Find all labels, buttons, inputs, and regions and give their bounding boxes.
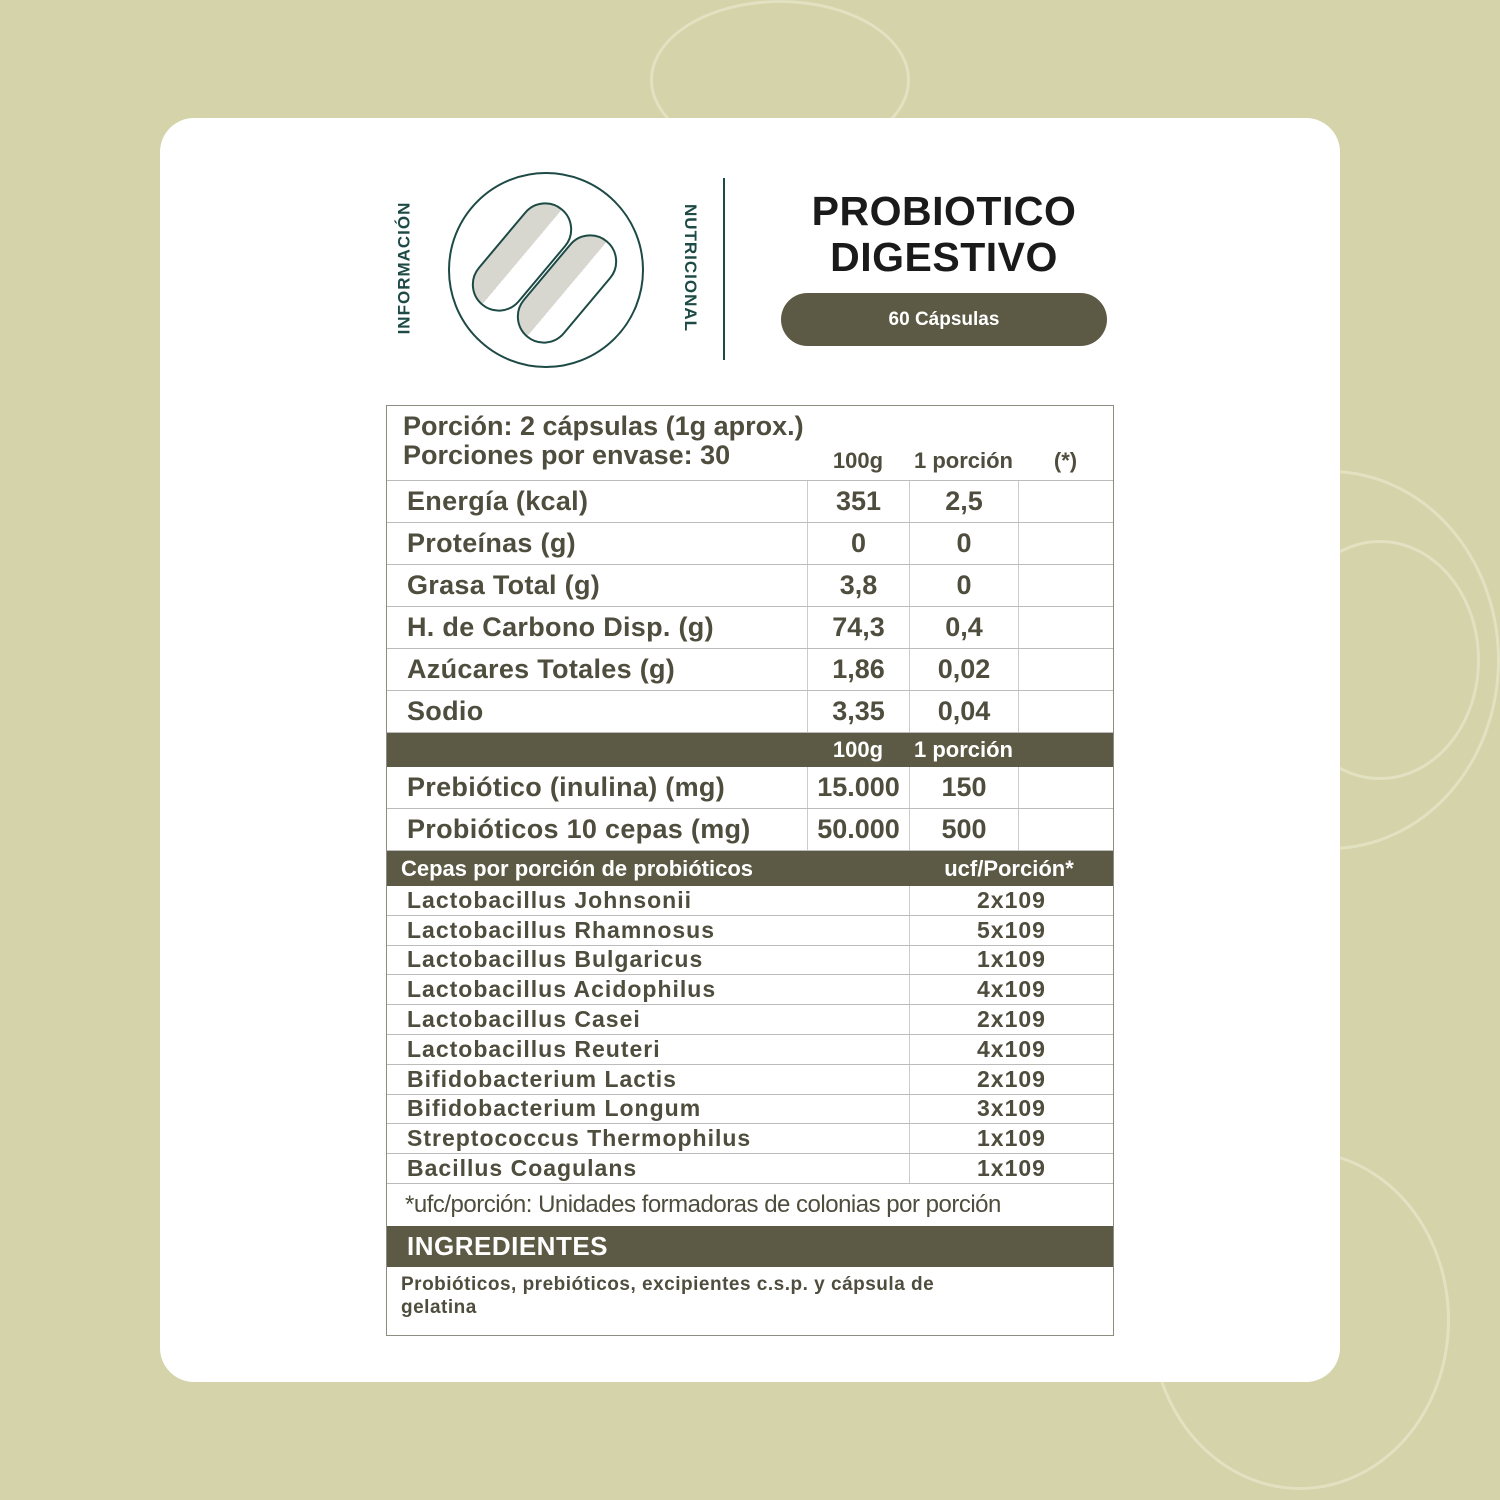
strain-name: Lactobacillus Reuteri (407, 1035, 661, 1062)
value-portion: 150 (909, 767, 1018, 808)
capsule-count-badge: 60 Cápsulas (781, 293, 1107, 346)
nutrient-row: Energía (kcal) 351 2,5 (387, 481, 1113, 523)
strain-ufc: 4x109 (909, 975, 1113, 1005)
strain-name: Lactobacillus Johnsonii (407, 886, 692, 913)
strain-row: Streptococcus Thermophilus 1x109 (387, 1124, 1113, 1155)
title-line-1: PROBIOTICO (811, 188, 1077, 234)
strain-ufc: 5x109 (909, 915, 1113, 945)
value-100g: 351 (807, 481, 909, 522)
strain-row: Lactobacillus Acidophilus 4x109 (387, 975, 1113, 1006)
strain-name: Lactobacillus Casei (407, 1006, 641, 1033)
strain-ufc: 2x109 (909, 1064, 1113, 1094)
divider (723, 178, 725, 360)
strain-row: Lactobacillus Casei 2x109 (387, 1005, 1113, 1035)
nutrient-row: H. de Carbono Disp. (g) 74,3 0,4 (387, 607, 1113, 649)
value-daily (1018, 523, 1113, 564)
strain-ufc: 2x109 (909, 886, 1113, 915)
value-daily (1018, 809, 1113, 850)
informacion-label: INFORMACIÓN (394, 201, 414, 335)
strain-name: Bifidobacterium Longum (407, 1095, 702, 1122)
value-portion: 0 (909, 523, 1018, 564)
value-portion: 2,5 (909, 481, 1018, 522)
value-portion: 0 (909, 565, 1018, 606)
nutricional-label: NUTRICIONAL (681, 203, 701, 333)
value-daily (1018, 649, 1113, 690)
value-portion: 0,4 (909, 607, 1018, 648)
supplement-label: Probióticos 10 cepas (mg) (407, 814, 751, 844)
strain-name: Lactobacillus Bulgaricus (407, 946, 704, 973)
strain-row: Lactobacillus Bulgaricus 1x109 (387, 945, 1113, 976)
strain-row: Bacillus Coagulans 1x109 (387, 1154, 1113, 1184)
nutrient-row: Azúcares Totales (g) 1,86 0,02 (387, 649, 1113, 691)
supplement-row: Probióticos 10 cepas (mg) 50.000 500 (387, 809, 1113, 851)
strain-row: Lactobacillus Rhamnosus 5x109 (387, 915, 1113, 946)
value-100g: 0 (807, 523, 909, 564)
col-daily-value: (*) (1053, 448, 1078, 473)
value-portion: 0,02 (909, 649, 1018, 690)
capsules-icon (448, 172, 644, 368)
value-daily (1018, 481, 1113, 522)
col-portion: 1 porción (913, 737, 1013, 762)
supplement-label: Prebiótico (inulina) (mg) (407, 772, 725, 802)
value-daily (1018, 607, 1113, 648)
strain-row: Bifidobacterium Lactis 2x109 (387, 1064, 1113, 1095)
value-100g: 3,8 (807, 565, 909, 606)
strain-ufc: 1x109 (909, 1124, 1113, 1154)
nutrient-label: Grasa Total (g) (407, 570, 601, 600)
strain-row: Lactobacillus Reuteri 4x109 (387, 1035, 1113, 1065)
strains-header: Cepas por porción de probióticos (401, 855, 754, 881)
value-portion: 500 (909, 809, 1018, 850)
value-100g: 15.000 (807, 767, 909, 808)
footnote-row: *ufc/porción: Unidades formadoras de col… (387, 1184, 1113, 1226)
nutrient-row: Sodio 3,35 0,04 (387, 691, 1113, 733)
col-portion: 1 porción (913, 448, 1013, 473)
strains-header-row: Cepas por porción de probióticos ucf/Por… (387, 851, 1113, 886)
ingredients-text: Probióticos, prebióticos, excipientes c.… (401, 1274, 935, 1318)
ingredients-header: INGREDIENTES (387, 1226, 1113, 1267)
value-100g: 3,35 (807, 691, 909, 732)
value-daily (1018, 565, 1113, 606)
strain-name: Lactobacillus Rhamnosus (407, 916, 716, 943)
supplement-row: Prebiótico (inulina) (mg) 15.000 150 (387, 767, 1113, 809)
strain-row: Bifidobacterium Longum 3x109 (387, 1094, 1113, 1125)
strains-unit-header: ucf/Porción* (944, 855, 1074, 881)
product-title: PROBIOTICO DIGESTIVO (780, 188, 1108, 280)
nutrient-row: Proteínas (g) 0 0 (387, 523, 1113, 565)
strain-row: Lactobacillus Johnsonii 2x109 (387, 886, 1113, 916)
value-100g: 74,3 (807, 607, 909, 648)
servings-per-container: Porciones por envase: 30 (403, 440, 731, 470)
strain-ufc: 4x109 (909, 1035, 1113, 1064)
subheader-row: 100g 1 porción (387, 733, 1113, 767)
nutrient-label: H. de Carbono Disp. (g) (407, 612, 714, 642)
strain-name: Bacillus Coagulans (407, 1155, 638, 1182)
footnote: *ufc/porción: Unidades formadoras de col… (405, 1191, 1001, 1218)
serving-info: Porción: 2 cápsulas (1g aprox.) Porcione… (403, 412, 804, 470)
nutrient-label: Proteínas (g) (407, 528, 576, 558)
strain-ufc: 1x109 (909, 945, 1113, 975)
nutrient-label: Sodio (407, 696, 484, 726)
value-daily (1018, 767, 1113, 808)
col-100g: 100g (832, 737, 884, 762)
nutrient-label: Azúcares Totales (g) (407, 654, 676, 684)
value-portion: 0,04 (909, 691, 1018, 732)
strain-name: Bifidobacterium Lactis (407, 1065, 677, 1092)
nutrient-label: Energía (kcal) (407, 486, 589, 516)
portion-size: Porción: 2 cápsulas (1g aprox.) (403, 411, 804, 441)
table-header: Porción: 2 cápsulas (1g aprox.) Porcione… (387, 406, 1113, 481)
title-line-2: DIGESTIVO (830, 234, 1058, 280)
value-100g: 50.000 (807, 809, 909, 850)
col-100g: 100g (832, 448, 884, 473)
strain-name: Streptococcus Thermophilus (407, 1125, 752, 1152)
value-100g: 1,86 (807, 649, 909, 690)
value-daily (1018, 691, 1113, 732)
ingredients-title: INGREDIENTES (407, 1231, 609, 1261)
strain-ufc: 3x109 (909, 1094, 1113, 1124)
strain-name: Lactobacillus Acidophilus (407, 976, 717, 1003)
nutrition-table: Porción: 2 cápsulas (1g aprox.) Porcione… (386, 405, 1114, 1336)
nutrient-row: Grasa Total (g) 3,8 0 (387, 565, 1113, 607)
strain-ufc: 1x109 (909, 1154, 1113, 1183)
strain-ufc: 2x109 (909, 1005, 1113, 1034)
